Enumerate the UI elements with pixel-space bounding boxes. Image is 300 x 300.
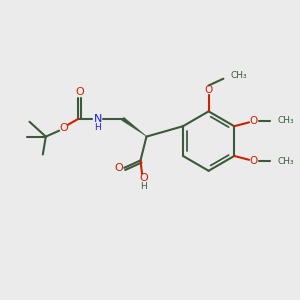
Text: O: O xyxy=(205,85,213,95)
Text: O: O xyxy=(249,156,258,166)
Text: CH₃: CH₃ xyxy=(278,116,294,125)
Text: O: O xyxy=(139,173,148,183)
Text: H: H xyxy=(94,123,101,132)
Text: CH₃: CH₃ xyxy=(231,71,248,80)
Text: O: O xyxy=(249,116,258,126)
Text: O: O xyxy=(114,163,123,173)
Text: O: O xyxy=(59,123,68,133)
Text: CH₃: CH₃ xyxy=(278,157,294,166)
Text: N: N xyxy=(93,114,102,124)
Text: H: H xyxy=(140,182,147,191)
Polygon shape xyxy=(122,117,147,136)
Text: O: O xyxy=(76,87,84,97)
